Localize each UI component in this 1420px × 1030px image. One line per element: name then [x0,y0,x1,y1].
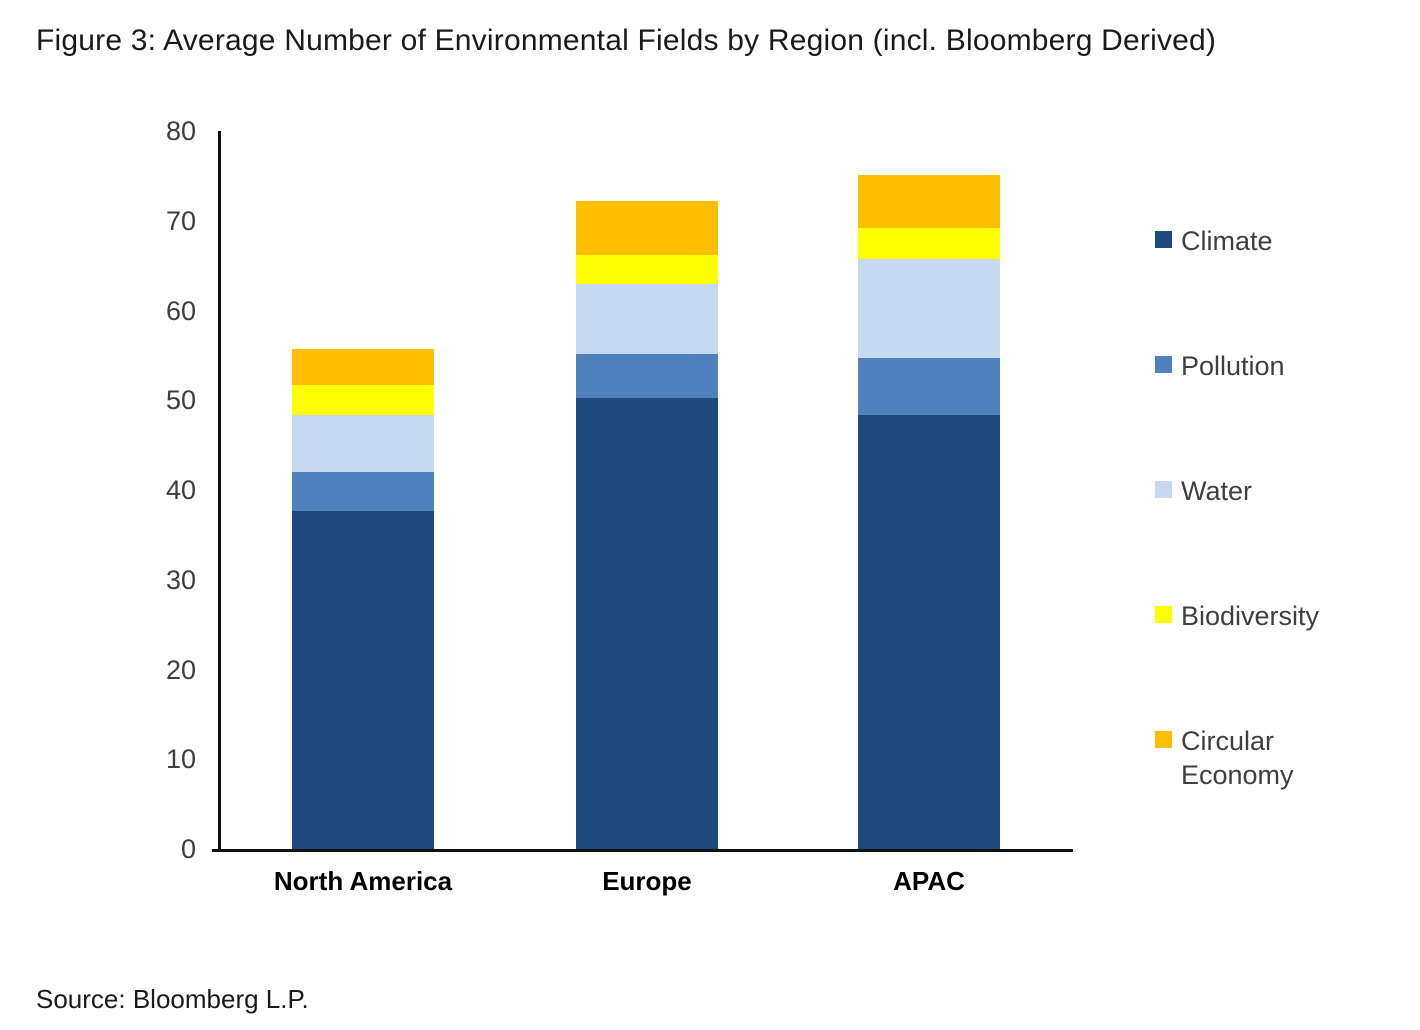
legend-item-biodiversity: Biodiversity [1155,599,1319,633]
source-note: Source: Bloomberg L.P. [36,984,309,1014]
bar-apac [858,174,1000,849]
legend-item-water: Water [1155,474,1252,508]
y-tick-50: 50 [165,385,196,416]
legend-swatch-pollution [1155,356,1172,373]
bar-segment-europe-pollution [576,353,718,398]
bar-segment-apac-biodiversity [858,227,1000,260]
y-tick-80: 80 [165,116,196,146]
bar-segment-north-america-pollution [292,472,434,512]
bar-north-america [292,349,434,849]
bar-segment-north-america-water [292,415,434,472]
legend-item-pollution: Pollution [1155,349,1285,383]
legend-swatch-biodiversity [1155,606,1172,623]
legend-label-pollution: Pollution [1181,351,1285,381]
bar-segment-north-america-climate [292,511,434,849]
legend-label-circular-economy: Circular Economy [1181,726,1294,790]
bar-segment-north-america-circular-economy [292,349,434,385]
bar-segment-europe-climate [576,397,718,849]
x-label-north-america: North America [273,866,453,896]
bar-europe [576,201,718,849]
bar-segment-europe-water [576,284,718,354]
bar-segment-apac-pollution [858,358,1000,416]
y-tick-60: 60 [165,295,196,326]
bar-segment-north-america-biodiversity [292,384,434,416]
bar-segment-europe-circular-economy [576,201,718,255]
bar-segment-europe-biodiversity [576,254,718,285]
x-label-apac: APAC [893,866,965,896]
figure-title: Figure 3: Average Number of Environmenta… [36,24,1217,57]
legend-label-climate: Climate [1181,226,1273,256]
y-tick-10: 10 [165,744,196,775]
legend-swatch-water [1155,481,1172,498]
legend-label-water: Water [1181,476,1253,506]
x-axis-line [212,849,1073,852]
bar-segment-apac-circular-economy [858,174,1000,228]
legend-item-climate: Climate [1155,224,1273,258]
x-label-europe: Europe [602,866,692,896]
bar-segment-apac-climate [858,415,1000,849]
legend-item-circular-economy: Circular Economy [1155,724,1341,792]
legend-label-biodiversity: Biodiversity [1181,601,1320,631]
y-tick-40: 40 [165,475,196,505]
y-tick-0: 0 [180,834,196,864]
y-tick-20: 20 [165,654,196,685]
bar-segment-apac-water [858,259,1000,359]
y-tick-70: 70 [165,205,196,236]
legend-swatch-climate [1155,231,1172,248]
y-tick-30: 30 [165,564,196,595]
legend-swatch-circular-economy [1155,731,1172,748]
y-axis-line [218,131,221,850]
